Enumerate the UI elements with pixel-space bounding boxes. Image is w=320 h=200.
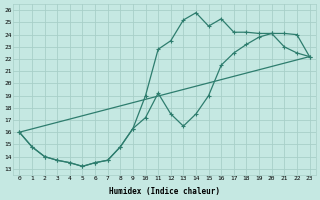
X-axis label: Humidex (Indice chaleur): Humidex (Indice chaleur) xyxy=(109,187,220,196)
